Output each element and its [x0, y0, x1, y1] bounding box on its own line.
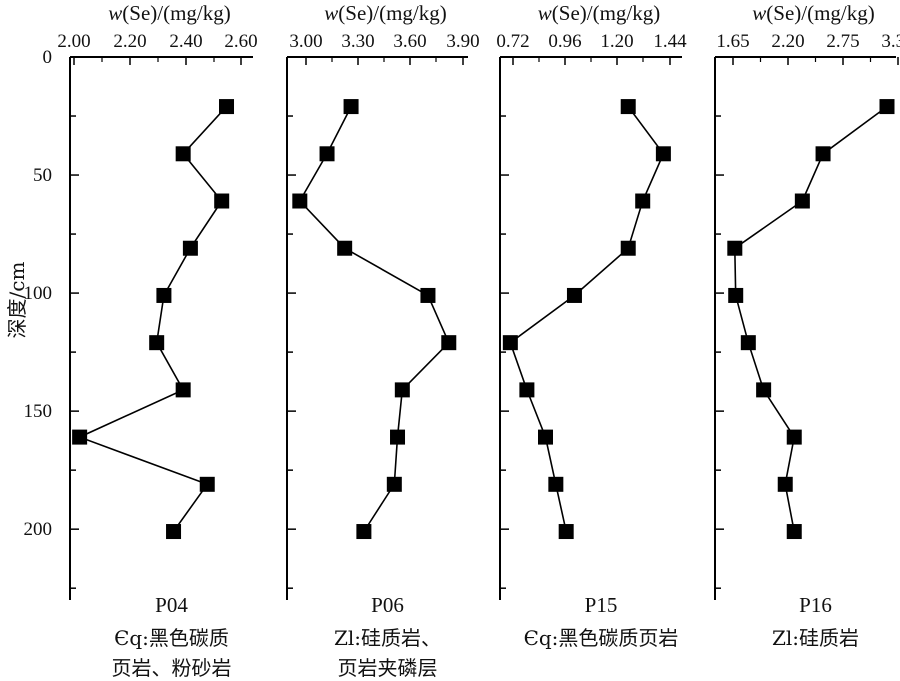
data-point: [72, 429, 88, 445]
data-point: [655, 146, 671, 162]
data-point: [386, 476, 402, 492]
data-point: [786, 524, 802, 540]
data-point: [548, 476, 564, 492]
data-point: [166, 524, 182, 540]
data-point: [175, 146, 191, 162]
x-tick-label: 2.60: [224, 31, 257, 52]
data-point: [319, 146, 335, 162]
panel-p16: 1.65 2.20 2.75 3.30 w(Se)/(mg/kg) P16 Zl:硅质岩: [714, 1, 900, 650]
data-point: [502, 335, 518, 351]
x-axis-title: w(Se)/(mg/kg): [324, 1, 447, 25]
panel-name: P06: [371, 593, 404, 617]
data-point: [620, 240, 636, 256]
data-point: [337, 240, 353, 256]
panel-caption: Zl:硅质岩、: [334, 626, 441, 650]
data-point: [149, 335, 165, 351]
y-tick-label: 150: [24, 401, 53, 422]
x-axis-title: w(Se)/(mg/kg): [752, 1, 875, 25]
y-tick-label: 0: [43, 47, 53, 68]
panel-name: P04: [155, 593, 188, 617]
data-point: [786, 429, 802, 445]
data-point: [175, 382, 191, 398]
panel-name: P15: [585, 593, 618, 617]
data-point: [566, 287, 582, 303]
data-point: [390, 429, 406, 445]
data-point: [219, 99, 235, 115]
panel-p04: 2.00 2.20 2.40 2.60 w(Se)/(mg/kg) P04 Єq:黑色碳质页…: [57, 1, 257, 680]
y-tick-label: 200: [24, 519, 53, 540]
data-point: [441, 335, 457, 351]
x-tick-label: 3.30: [881, 31, 900, 52]
data-point: [558, 524, 574, 540]
x-tick-label: 1.65: [716, 31, 749, 52]
x-tick-label: 3.60: [393, 31, 426, 52]
data-point: [777, 476, 793, 492]
y-axis-label: 深度/cm: [5, 262, 29, 339]
x-tick-label: 3.90: [446, 31, 479, 52]
data-point: [794, 193, 810, 209]
series-line: [298, 106, 450, 532]
data-point: [292, 193, 308, 209]
panel-caption: Єq:黑色碳质: [114, 626, 229, 650]
series-line: [509, 106, 665, 532]
data-point: [420, 287, 436, 303]
data-point: [356, 524, 372, 540]
data-point: [394, 382, 410, 398]
x-tick-label: 2.20: [113, 31, 146, 52]
x-tick-label: 2.75: [826, 31, 859, 52]
data-point: [199, 476, 215, 492]
x-tick-label: 2.20: [771, 31, 804, 52]
x-tick-label: 3.00: [289, 31, 322, 52]
x-axis-title: w(Se)/(mg/kg): [108, 1, 231, 25]
data-point: [727, 240, 743, 256]
data-point: [620, 99, 636, 115]
data-point: [740, 335, 756, 351]
x-tick-label: 3.30: [341, 31, 374, 52]
data-point: [879, 99, 895, 115]
y-tick-label: 100: [24, 283, 53, 304]
data-point: [519, 382, 535, 398]
series-line: [77, 106, 228, 532]
panel-p06: 3.00 3.30 3.60 3.90 w(Se)/(mg/kg) P06 Zl:硅质岩、页…: [286, 1, 480, 680]
data-point: [756, 382, 772, 398]
data-point: [214, 193, 230, 209]
data-point: [728, 287, 744, 303]
x-tick-label: 2.40: [169, 31, 202, 52]
data-point: [538, 429, 553, 445]
panel-name: P16: [799, 593, 832, 617]
y-tick-label: 50: [33, 165, 52, 186]
panel-caption: Zl:硅质岩: [772, 626, 859, 650]
panel-caption: Єq:黑色碳质页岩: [524, 626, 679, 650]
data-point: [182, 240, 198, 256]
data-point: [343, 99, 359, 115]
data-point: [815, 146, 831, 162]
data-point: [635, 193, 651, 209]
x-tick-label: 2.00: [57, 31, 90, 52]
data-point: [156, 287, 172, 303]
series-line: [733, 105, 888, 532]
panel-caption: 页岩、粉砂岩: [112, 656, 232, 680]
x-axis-title: w(Se)/(mg/kg): [538, 1, 661, 25]
panel-p15: 0.72 0.96 1.20 1.44 w(Se)/(mg/kg) P15 Єq:黑色碳质页…: [496, 1, 687, 650]
x-tick-label: 0.72: [496, 31, 529, 52]
x-tick-label: 1.20: [600, 31, 633, 52]
panel-caption: 页岩夹磷层: [338, 656, 438, 680]
x-tick-label: 0.96: [548, 31, 581, 52]
x-tick-label: 1.44: [653, 31, 687, 52]
